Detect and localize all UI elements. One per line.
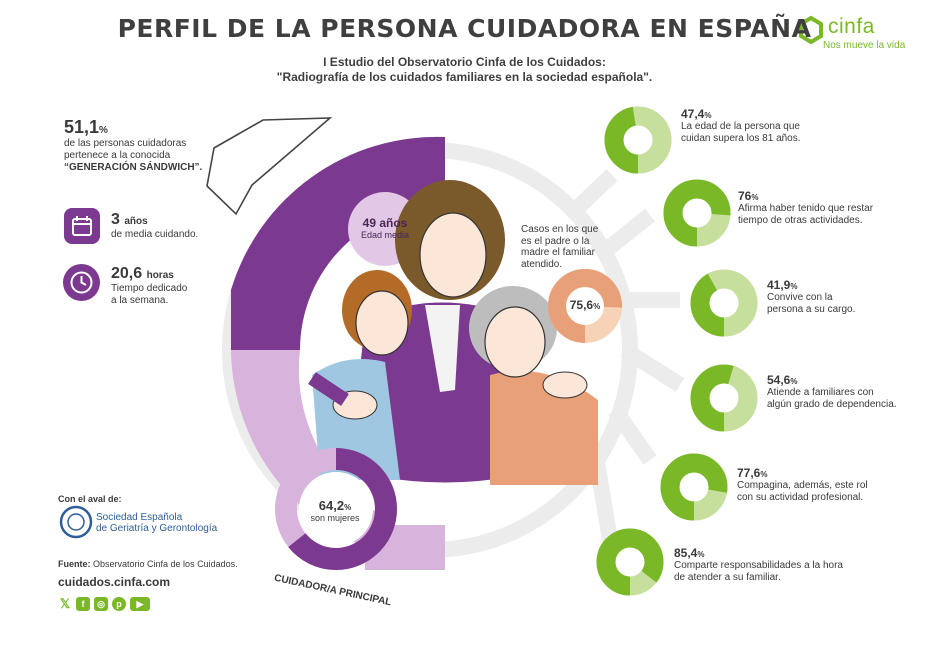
endorser-line-2: de Geriatría y Gerontología — [96, 523, 218, 534]
stat-donut — [690, 269, 758, 337]
stat-donut-fill — [604, 106, 672, 174]
source-text: Observatorio Cinfa de los Cuidados. — [93, 559, 238, 569]
stat-value: 77,6% — [737, 466, 768, 480]
hours-stat: 20,6 horas Tiempo dedicado a la semana. — [111, 265, 187, 307]
endorsement-label: Con el aval de: — [58, 494, 122, 504]
parent-text: Casos en los que es el padre o la madre … — [521, 224, 611, 270]
page-subtitle: I Estudio del Observatorio Cinfa de los … — [0, 55, 929, 85]
stat-donut — [663, 179, 731, 247]
stat-item: 76% Afirma haber tenido que restar tiemp… — [738, 189, 873, 226]
women-label: son mujeres — [310, 513, 360, 523]
social-icons: 𝕏 f ◎ p ▶ — [58, 597, 150, 611]
stat-line-1: Compagina, además, este rol — [737, 480, 868, 491]
stat-item: 77,6% Compagina, además, este rol con su… — [737, 466, 868, 503]
years-unit: años — [124, 216, 148, 227]
stat-value: 54,6% — [767, 373, 798, 387]
source: Fuente: Observatorio Cinfa de los Cuidad… — [58, 559, 238, 569]
stat-line-1: Convive con la — [767, 292, 833, 303]
website-link[interactable]: cuidados.cinfa.com — [58, 575, 171, 589]
women-stat: 64,2% son mujeres — [300, 498, 370, 523]
stat-donut — [660, 453, 728, 521]
women-donut-center — [299, 472, 373, 546]
stat-line-2: cuidan supera los 81 años. — [681, 132, 801, 144]
parent-line-2: es el padre o la — [521, 235, 590, 247]
brand-tagline: Nos mueve la vida — [823, 40, 906, 51]
women-donut — [275, 448, 397, 570]
stat-donut-fill — [663, 179, 731, 247]
stat-value: 85,4% — [674, 546, 705, 560]
clock-icon — [63, 264, 100, 301]
stat-donut — [690, 364, 758, 432]
parent-donut — [548, 269, 622, 343]
stat-value: 47,4% — [681, 107, 712, 121]
sandwich-line-2: pertenece a la conocida — [64, 150, 171, 161]
years-label: de media cuidando. — [111, 229, 199, 240]
stat-line-1: Afirma haber tenido que restar — [738, 203, 874, 214]
stat-line-1: Comparte responsabilidades a la hora — [674, 560, 843, 571]
stat-line-1: La edad de la persona que — [681, 121, 800, 132]
parent-line-3: madre el familiar — [521, 247, 595, 258]
women-value: 64,2% — [318, 498, 352, 513]
stat-line-2: algún grado de dependencia. — [767, 398, 897, 410]
stat-line-2: persona a su cargo. — [767, 303, 856, 315]
women-donut-fill — [275, 448, 397, 570]
sandwich-arrow — [206, 117, 333, 216]
stat-donut — [604, 106, 672, 174]
segg-seal — [59, 505, 93, 539]
page-title: PERFIL DE LA PERSONA CUIDADORA EN ESPAÑA — [117, 14, 812, 43]
stat-item: 85,4% Comparte responsabilidades a la ho… — [674, 546, 843, 583]
source-label: Fuente: — [58, 559, 91, 569]
sandwich-line-1: de las personas cuidadoras — [64, 138, 187, 149]
stat-donut-fill — [690, 269, 758, 337]
parent-line-4: atendido. — [521, 258, 563, 270]
family-illustration — [308, 180, 598, 485]
cinfa-logo-mark — [799, 15, 823, 45]
stat-donut-fill — [596, 528, 664, 596]
sandwich-line-3: “GENERACIÓN SÁNDWICH”. — [64, 162, 203, 173]
youtube-icon[interactable]: ▶ — [130, 597, 150, 611]
age-stat: 49 años Edad media — [348, 216, 422, 240]
stat-line-2: tiempo de otras actividades. — [738, 214, 863, 226]
years-stat: 3 años de media cuidando. — [111, 211, 198, 241]
parent-line-1: Casos en los que — [521, 224, 599, 235]
hours-unit: horas — [146, 270, 174, 281]
endorser-line-1: Sociedad Española — [96, 512, 183, 523]
stat-value: 41,9% — [767, 278, 798, 292]
stat-line-2: de atender a su familiar. — [674, 571, 781, 583]
hours-value: 20,6 — [111, 265, 143, 282]
age-label: Edad media — [360, 230, 410, 240]
stat-line-1: Atiende a familiares con — [767, 387, 874, 398]
subtitle-line-1: I Estudio del Observatorio Cinfa de los … — [323, 55, 606, 69]
stat-donut-fill — [690, 364, 758, 432]
endorser-name: Sociedad Española de Geriatría y Geronto… — [96, 512, 217, 534]
sandwich-stat: 51,1% de las personas cuidadoras pertene… — [64, 117, 202, 174]
hours-line-2: a la semana. — [111, 295, 169, 306]
parent-donut-fill — [548, 269, 622, 343]
purple-arc-main — [231, 136, 445, 350]
years-value: 3 — [111, 211, 120, 228]
stat-donut-fill — [660, 453, 728, 521]
x-icon[interactable]: 𝕏 — [59, 596, 71, 611]
sandwich-value: 51,1% — [64, 117, 108, 137]
parent-value: 75,6% — [569, 298, 601, 312]
stat-item: 47,4% La edad de la persona que cuidan s… — [681, 107, 801, 144]
facebook-icon[interactable]: f — [76, 597, 90, 611]
stat-item: 41,9% Convive con la persona a su cargo. — [767, 278, 855, 315]
hours-line-1: Tiempo dedicado — [111, 283, 188, 294]
age-value: 49 años — [362, 216, 408, 230]
calendar-icon — [64, 208, 100, 244]
stat-donut — [596, 528, 664, 596]
brand-name: cinfa — [828, 15, 875, 38]
subtitle-line-2: "Radiografía de los cuidados familiares … — [276, 70, 653, 84]
stat-line-2: con su actividad profesional. — [737, 491, 864, 503]
stat-value: 76% — [738, 189, 759, 203]
stat-item: 54,6% Atiende a familiares con algún gra… — [767, 373, 897, 410]
pinterest-icon[interactable]: p — [112, 597, 126, 611]
instagram-icon[interactable]: ◎ — [94, 597, 108, 611]
